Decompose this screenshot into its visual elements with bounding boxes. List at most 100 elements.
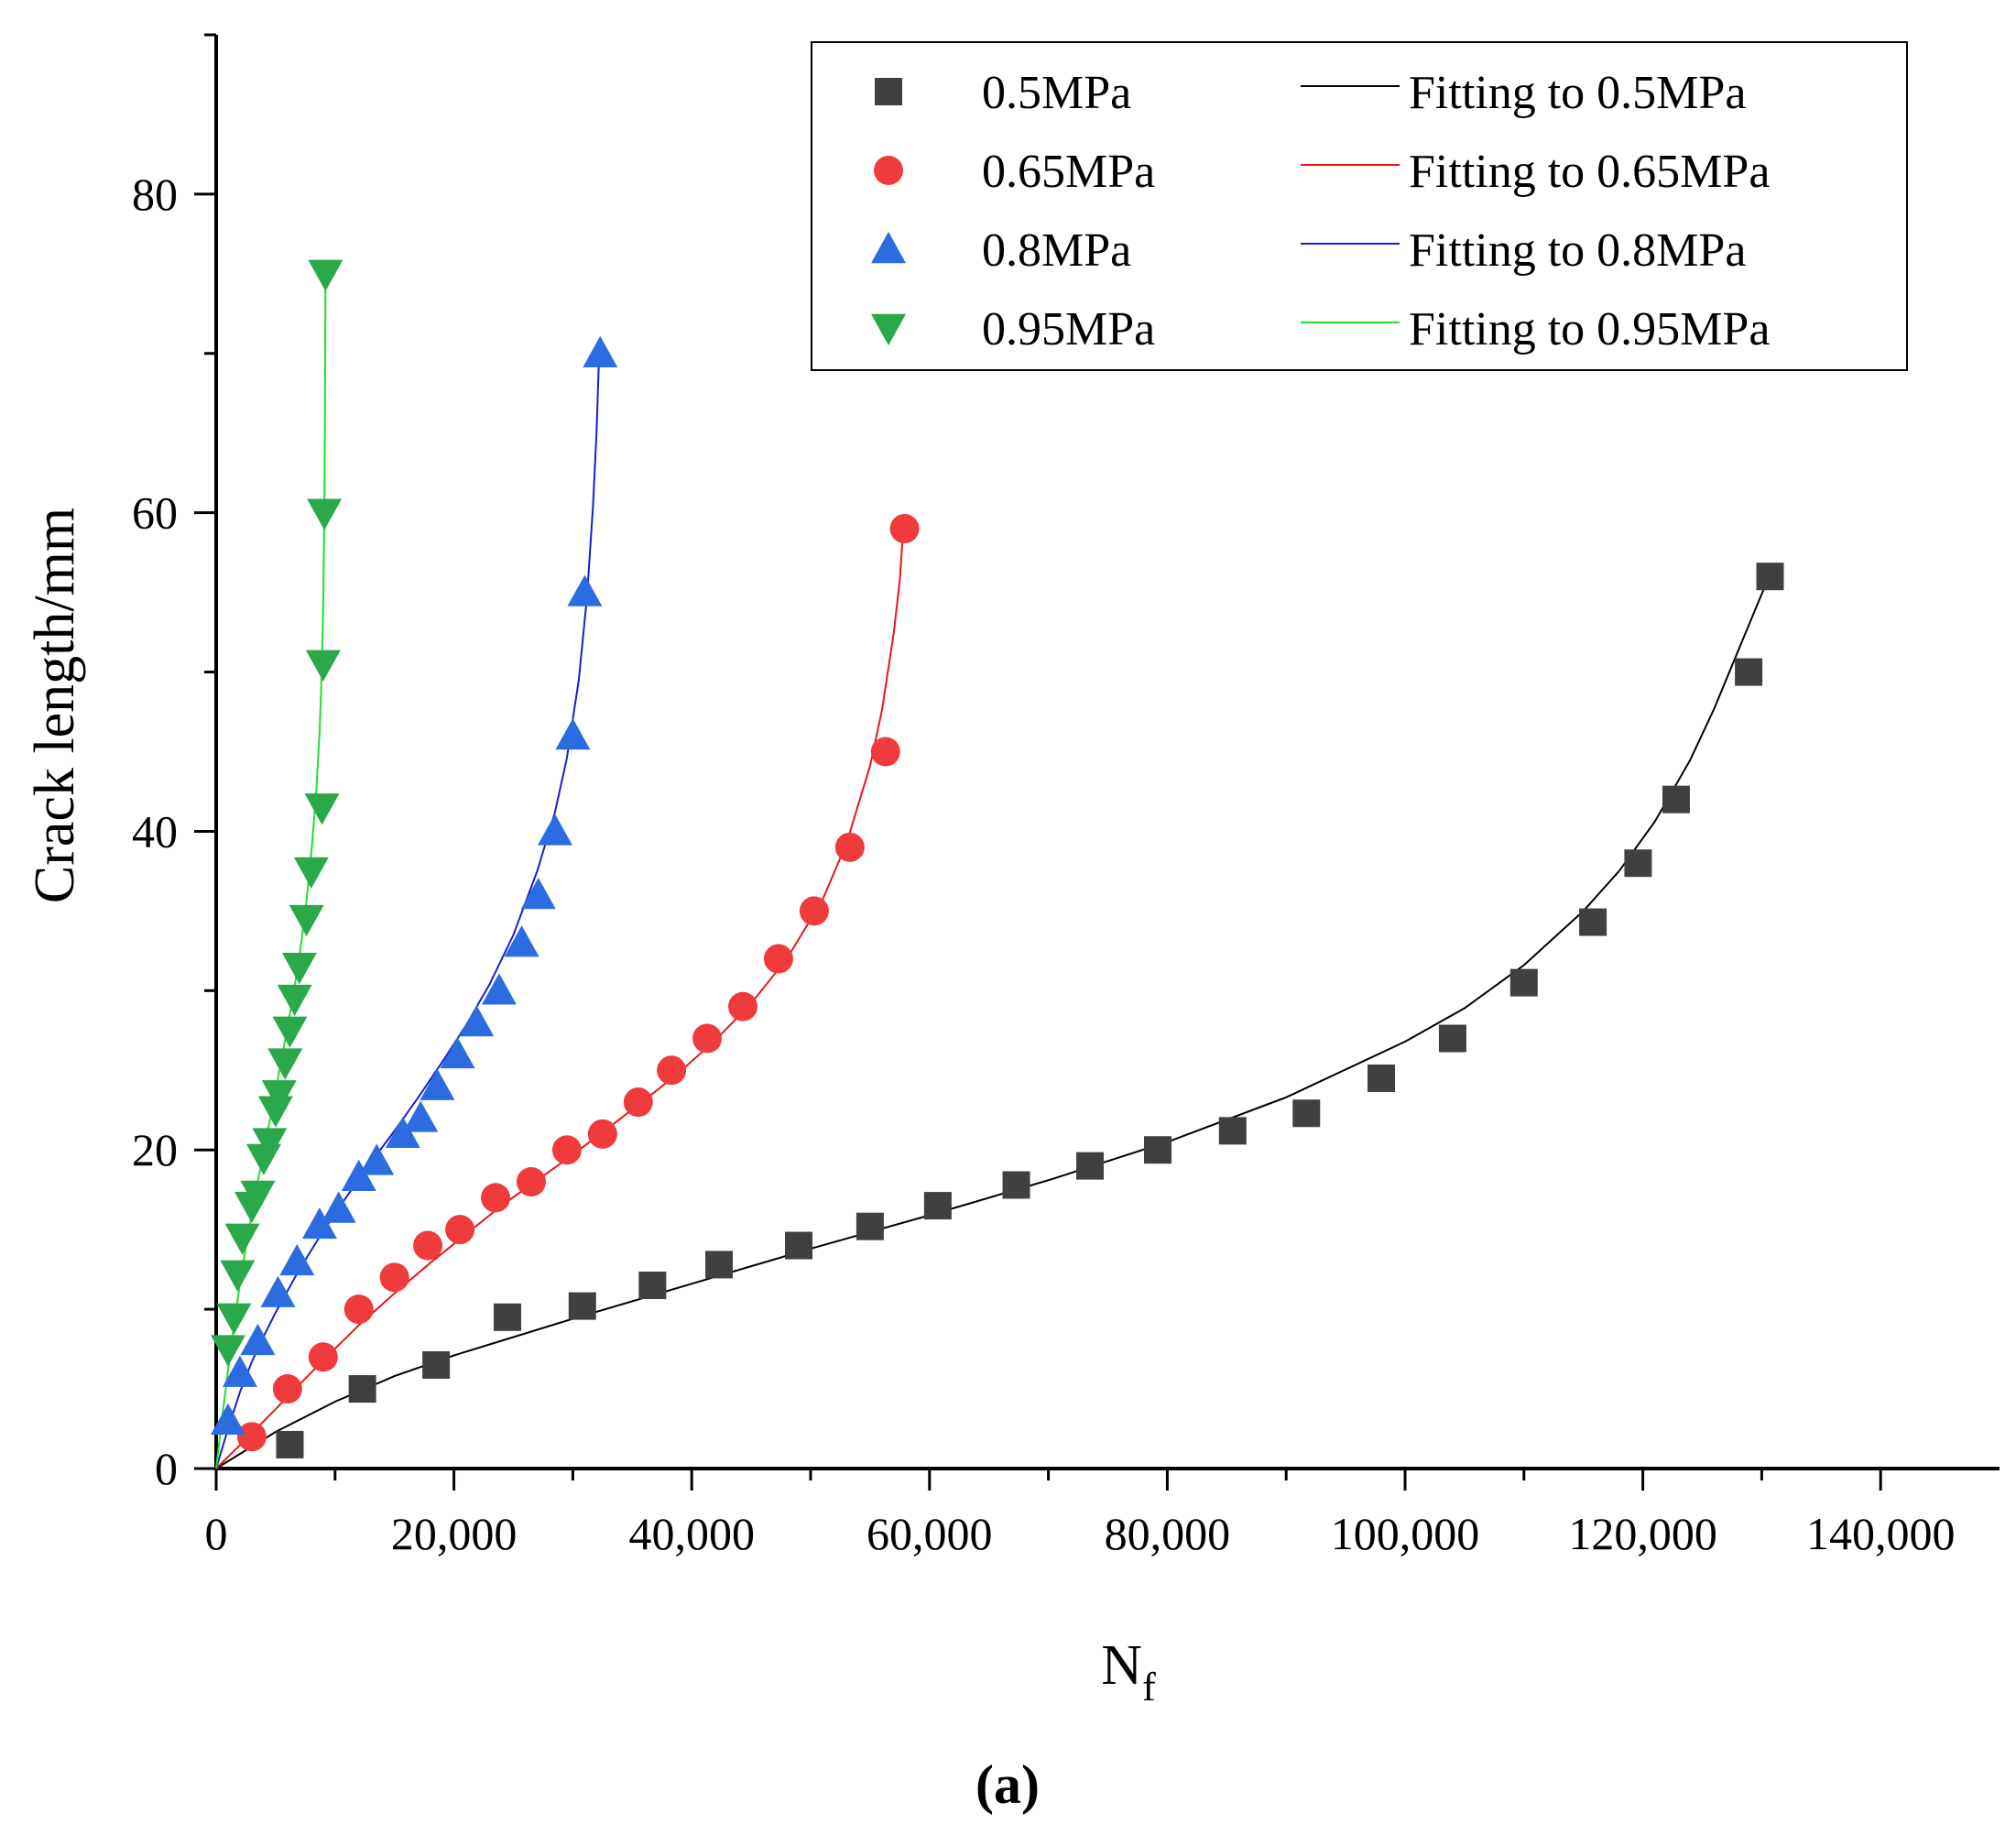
x-tick-label: 40,000 [628, 1508, 755, 1559]
data-markers [210, 259, 1784, 1458]
data-point-095MPa [224, 1223, 260, 1255]
legend-fit-label-065MPa: Fitting to 0.65MPa [1409, 146, 1770, 198]
data-point-08MPa [583, 335, 618, 367]
data-point-065MPa [763, 944, 793, 974]
data-point-08MPa [481, 973, 517, 1005]
data-point-08MPa [420, 1068, 455, 1100]
data-point-08MPa [240, 1323, 276, 1356]
data-point-05MPa [1579, 908, 1607, 936]
x-tick-label: 0 [205, 1508, 228, 1559]
data-point-065MPa [728, 991, 758, 1021]
x-axis-title-subscript: f [1142, 1665, 1156, 1709]
x-tick-label: 140,000 [1806, 1508, 1956, 1559]
data-point-065MPa [379, 1262, 409, 1293]
data-point-065MPa [236, 1422, 267, 1452]
data-point-095MPa [267, 1048, 303, 1080]
data-point-05MPa [1735, 658, 1763, 686]
data-point-095MPa [277, 984, 312, 1017]
legend-label-095MPa: 0.95MPa [982, 303, 1155, 355]
data-point-095MPa [261, 1080, 297, 1112]
data-point-05MPa [1509, 968, 1538, 997]
data-point-08MPa [459, 1005, 495, 1037]
data-point-065MPa [623, 1087, 653, 1118]
data-point-05MPa [1144, 1136, 1172, 1164]
data-point-065MPa [834, 832, 865, 862]
series-markers-065MPa [236, 514, 920, 1452]
data-point-08MPa [385, 1116, 420, 1149]
series-markers-095MPa [210, 259, 343, 1367]
x-ticks: 0 20,000 40,000 60,000 80,000 100,000 120,000 1… [205, 1469, 1956, 1559]
data-point-065MPa [343, 1294, 374, 1325]
legend-marker-095MPa [871, 313, 906, 345]
y-tick-label: 60 [132, 487, 178, 539]
data-point-08MPa [504, 925, 539, 957]
y-axis-title: Crack length/mm [24, 508, 86, 903]
data-point-065MPa [889, 514, 920, 544]
legend-marker-065MPa [874, 156, 903, 185]
data-point-095MPa [252, 1128, 288, 1160]
legend-marker-05MPa [875, 78, 902, 105]
x-axis-title-main: N [1101, 1634, 1142, 1697]
data-point-065MPa [799, 896, 829, 926]
y-tick-label: 20 [132, 1124, 178, 1175]
data-point-05MPa [276, 1430, 304, 1458]
data-point-095MPa [210, 1335, 245, 1367]
data-point-08MPa [567, 574, 603, 606]
x-tick-label: 120,000 [1568, 1508, 1717, 1559]
data-point-05MPa [494, 1303, 522, 1331]
data-point-08MPa [403, 1100, 439, 1132]
data-point-05MPa [1368, 1064, 1396, 1092]
data-point-095MPa [272, 1016, 308, 1048]
data-point-05MPa [1076, 1152, 1105, 1180]
axes [214, 35, 2000, 1470]
data-point-05MPa [705, 1251, 734, 1279]
data-point-08MPa [359, 1143, 395, 1175]
data-point-095MPa [216, 1303, 252, 1335]
data-point-05MPa [1756, 563, 1784, 591]
data-point-095MPa [305, 650, 341, 682]
data-point-065MPa [272, 1374, 302, 1404]
data-point-095MPa [289, 904, 324, 937]
x-tick-label: 20,000 [391, 1508, 518, 1559]
data-point-065MPa [587, 1119, 617, 1149]
data-point-08MPa [520, 878, 556, 910]
data-point-05MPa [1662, 785, 1690, 814]
data-point-095MPa [304, 793, 340, 825]
series-markers-08MPa [210, 335, 618, 1436]
data-point-065MPa [516, 1167, 546, 1196]
legend-fit-label-08MPa: Fitting to 0.8MPa [1409, 224, 1746, 277]
data-point-05MPa [1292, 1099, 1321, 1128]
data-point-08MPa [279, 1243, 315, 1276]
series-markers-05MPa [276, 563, 1784, 1458]
data-point-05MPa [1624, 849, 1652, 878]
data-point-065MPa [657, 1055, 687, 1086]
data-point-05MPa [855, 1212, 884, 1240]
data-point-08MPa [222, 1355, 257, 1387]
data-point-065MPa [481, 1183, 511, 1213]
legend-box [811, 41, 1908, 371]
data-point-08MPa [301, 1207, 337, 1240]
legend-fit-label-05MPa: Fitting to 0.5MPa [1409, 67, 1746, 119]
data-point-095MPa [307, 498, 343, 530]
data-point-065MPa [870, 737, 900, 767]
y-tick-label: 40 [132, 805, 178, 857]
legend-marker-08MPa [871, 232, 906, 264]
data-point-095MPa [308, 259, 343, 291]
data-point-065MPa [551, 1135, 582, 1165]
data-point-095MPa [240, 1180, 276, 1212]
data-point-065MPa [413, 1230, 443, 1261]
legend: 0.5MPa Fitting to 0.5MPa 0.65MPa Fitting to… [811, 41, 1908, 371]
data-point-05MPa [1002, 1171, 1030, 1199]
data-point-05MPa [785, 1231, 813, 1260]
x-tick-label: 60,000 [866, 1508, 993, 1559]
data-point-095MPa [281, 953, 317, 985]
data-point-05MPa [1438, 1024, 1466, 1053]
data-point-095MPa [220, 1260, 256, 1292]
data-point-08MPa [341, 1159, 376, 1191]
data-point-065MPa [445, 1215, 475, 1245]
legend-fit-label-095MPa: Fitting to 0.95MPa [1409, 303, 1770, 355]
data-point-05MPa [348, 1375, 376, 1404]
legend-label-065MPa: 0.65MPa [982, 146, 1155, 198]
